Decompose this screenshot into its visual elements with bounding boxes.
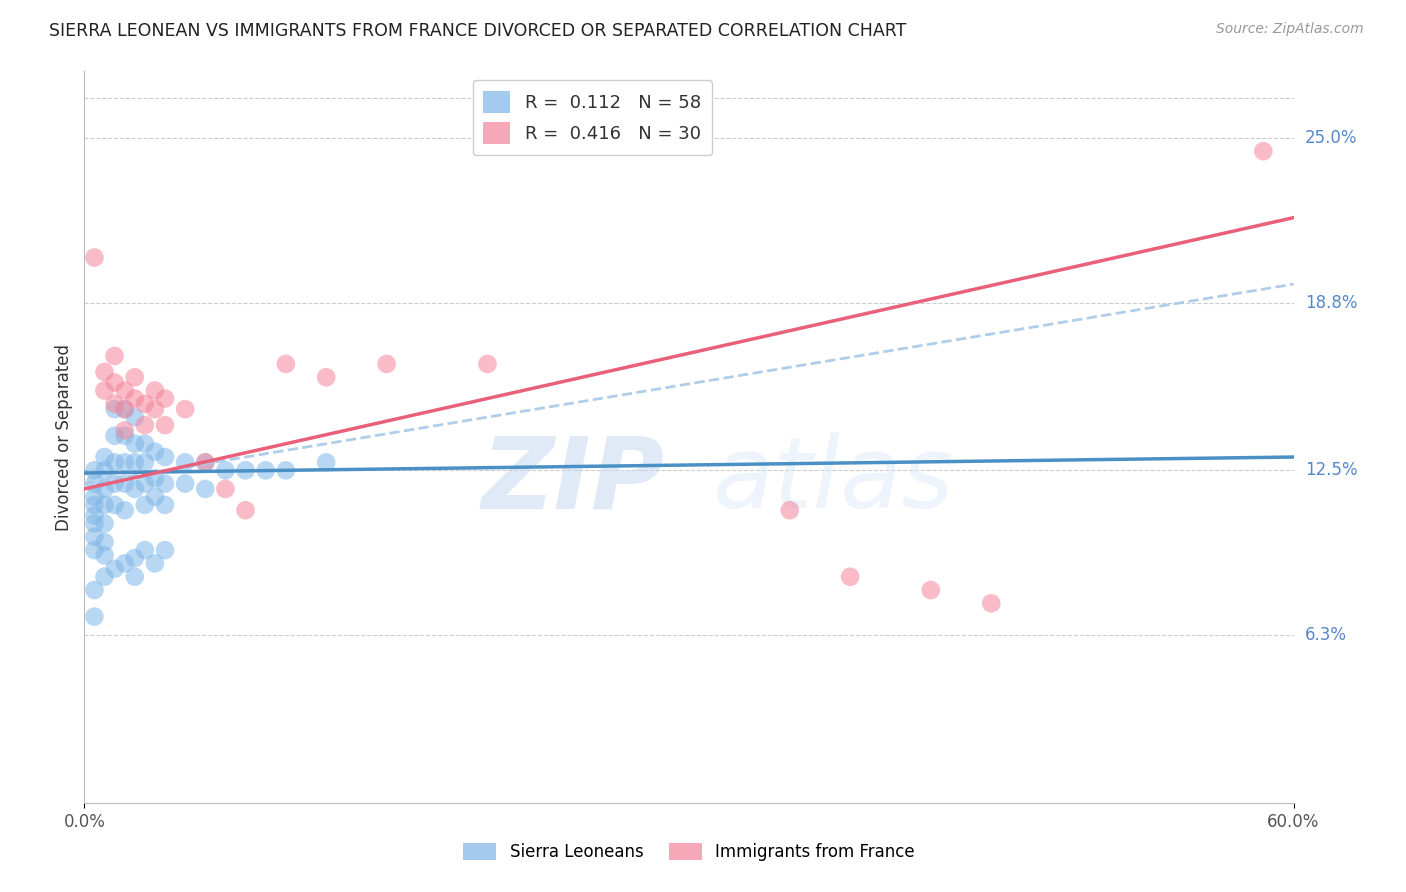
Point (194, 455, 217, 469)
Point (83, 463, 105, 477)
Point (254, 463, 277, 477)
Point (134, 397, 156, 411)
Point (83, 508, 105, 523)
Point (114, 402, 136, 417)
Point (124, 410, 146, 425)
Point (214, 482, 236, 496)
Point (235, 463, 257, 477)
Point (153, 476, 176, 491)
Point (143, 384, 166, 398)
Point (153, 392, 176, 406)
Point (143, 402, 166, 417)
Text: 25.0%: 25.0% (1305, 128, 1357, 147)
Point (143, 444, 166, 458)
Point (839, 570, 862, 584)
Point (93, 365, 115, 379)
Point (134, 543, 156, 558)
Point (214, 463, 236, 477)
Point (174, 455, 197, 469)
Point (104, 402, 127, 417)
Point (274, 357, 297, 371)
Text: atlas: atlas (713, 433, 955, 530)
Point (153, 418, 176, 433)
Point (104, 429, 127, 443)
Point (124, 551, 146, 566)
Point (114, 384, 136, 398)
Point (104, 349, 127, 363)
Point (83, 543, 105, 558)
Point (93, 516, 115, 531)
Point (315, 455, 337, 469)
Point (134, 455, 156, 469)
Text: 6.3%: 6.3% (1305, 626, 1347, 644)
Point (93, 549, 115, 563)
Point (134, 418, 156, 433)
Point (93, 570, 115, 584)
Point (83, 582, 105, 597)
Point (114, 424, 136, 438)
Point (134, 476, 156, 491)
Point (124, 436, 146, 450)
Text: Source: ZipAtlas.com: Source: ZipAtlas.com (1216, 22, 1364, 37)
Point (274, 463, 297, 477)
Point (114, 476, 136, 491)
Point (174, 476, 197, 491)
Point (315, 370, 337, 384)
Legend: Sierra Leoneans, Immigrants from France: Sierra Leoneans, Immigrants from France (457, 836, 921, 868)
Point (477, 357, 499, 371)
Point (93, 463, 115, 477)
Point (104, 476, 127, 491)
Point (104, 562, 127, 576)
Point (83, 516, 105, 531)
Point (114, 557, 136, 571)
Point (114, 503, 136, 517)
Text: ZIP: ZIP (482, 433, 665, 530)
Point (83, 609, 105, 624)
Point (83, 530, 105, 544)
Point (124, 392, 146, 406)
Point (143, 490, 166, 504)
Point (83, 476, 105, 491)
Point (104, 397, 127, 411)
Text: SIERRA LEONEAN VS IMMIGRANTS FROM FRANCE DIVORCED OR SEPARATED CORRELATION CHART: SIERRA LEONEAN VS IMMIGRANTS FROM FRANCE… (49, 22, 907, 40)
Point (83, 251, 105, 265)
Point (83, 498, 105, 512)
Point (114, 429, 136, 443)
Point (83, 490, 105, 504)
Point (235, 503, 257, 517)
Point (124, 482, 146, 496)
Point (124, 570, 146, 584)
Point (143, 557, 166, 571)
Point (93, 482, 115, 496)
Point (114, 402, 136, 417)
Point (153, 450, 176, 464)
Point (93, 384, 115, 398)
Point (124, 370, 146, 384)
Text: 18.8%: 18.8% (1305, 293, 1357, 312)
Point (124, 455, 146, 469)
Point (194, 482, 217, 496)
Point (153, 498, 176, 512)
Point (375, 357, 398, 371)
Point (93, 450, 115, 464)
Point (93, 535, 115, 549)
Point (93, 498, 115, 512)
Point (104, 376, 127, 390)
Point (143, 471, 166, 485)
Point (134, 498, 156, 512)
Point (174, 402, 197, 417)
Point (114, 455, 136, 469)
Point (134, 436, 156, 450)
Point (194, 455, 217, 469)
Point (153, 543, 176, 558)
Point (920, 582, 942, 597)
Point (104, 498, 127, 512)
Point (104, 455, 127, 469)
Point (1253, 144, 1275, 158)
Text: 12.5%: 12.5% (1305, 461, 1357, 479)
Point (779, 503, 801, 517)
Point (980, 596, 1002, 610)
Y-axis label: Divorced or Separated: Divorced or Separated (55, 343, 73, 531)
